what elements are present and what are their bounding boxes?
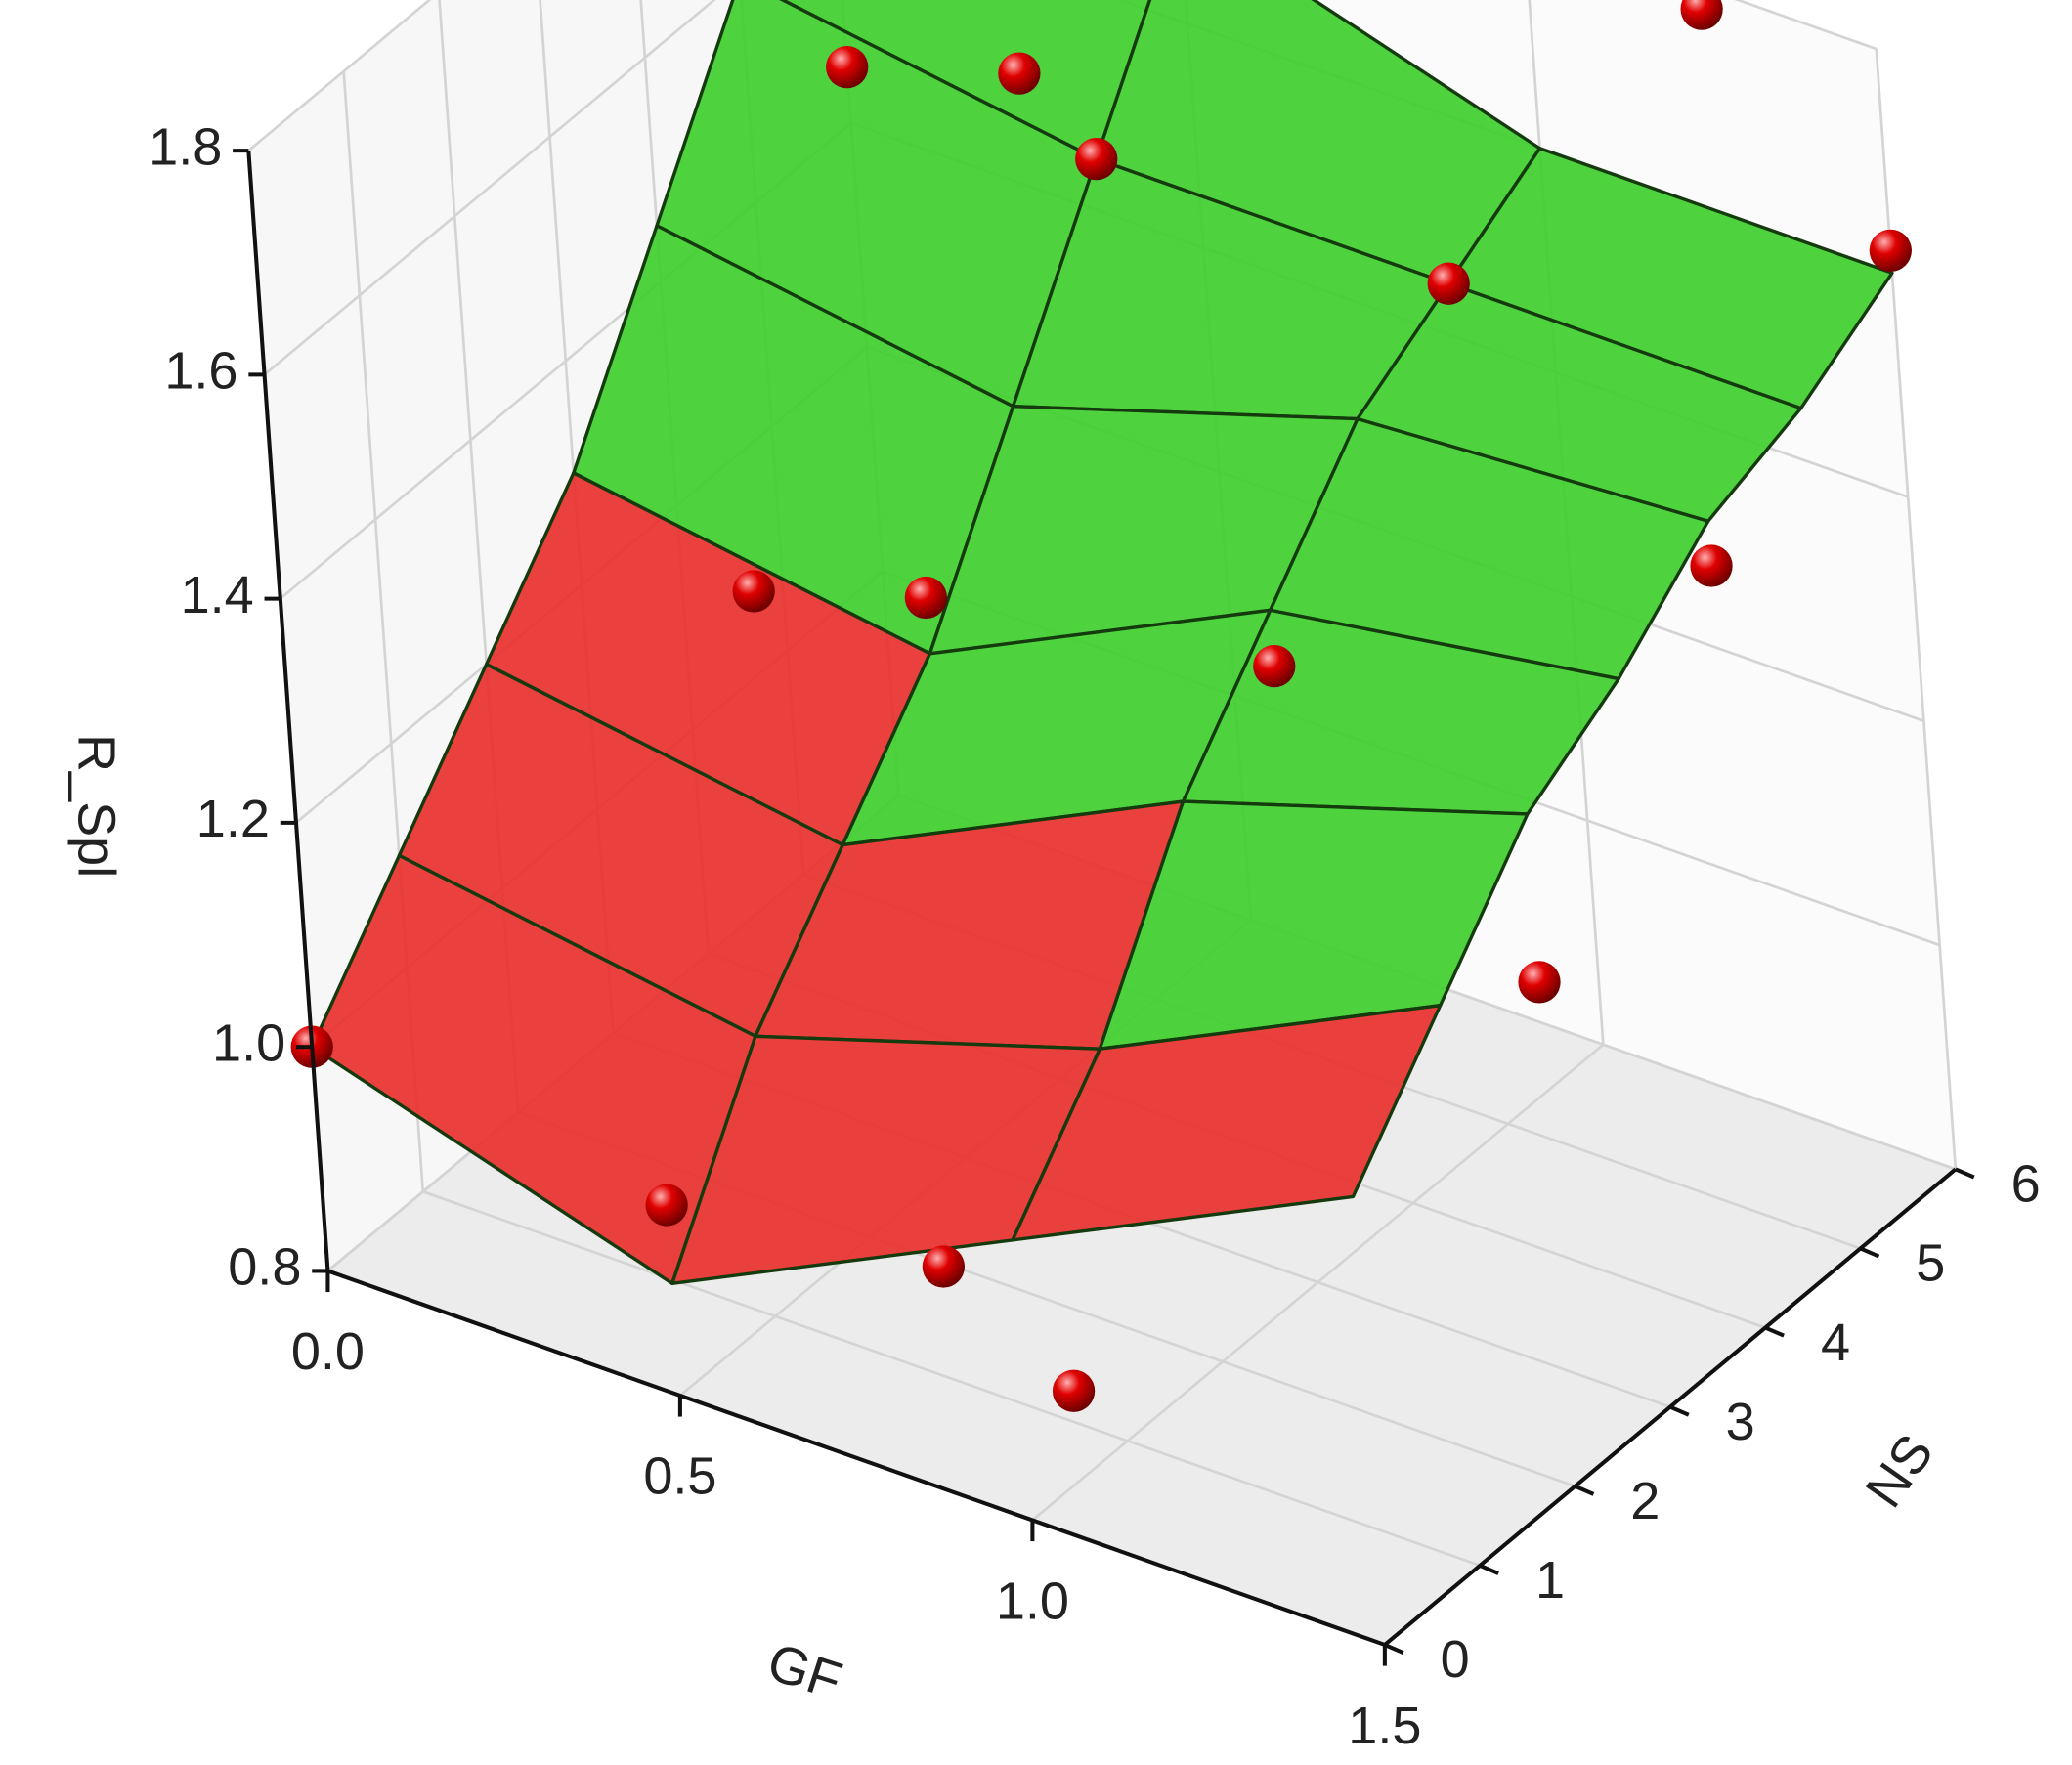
data-point bbox=[732, 570, 775, 613]
x-tick-label: 1.5 bbox=[1348, 1697, 1421, 1755]
data-point bbox=[1427, 262, 1470, 305]
x-axis-title: GF bbox=[760, 1632, 848, 1710]
surface bbox=[310, 0, 1894, 1286]
data-point bbox=[1075, 138, 1118, 181]
y-tick-label: 4 bbox=[1821, 1313, 1850, 1372]
x-tick-label: 0.5 bbox=[643, 1447, 716, 1506]
data-point bbox=[826, 46, 869, 89]
y-tick bbox=[1479, 1564, 1499, 1575]
y-tick-label: 6 bbox=[2011, 1155, 2041, 1214]
x-tick-label: 0.0 bbox=[291, 1322, 365, 1381]
y-tick bbox=[1669, 1404, 1690, 1417]
y-axis-title: NS bbox=[1855, 1424, 1945, 1518]
y-tick-label: 3 bbox=[1726, 1393, 1755, 1451]
points bbox=[290, 0, 1912, 1412]
z-tick-label: 0.8 bbox=[228, 1238, 301, 1297]
y-tick-label: 5 bbox=[1916, 1234, 1945, 1293]
y-tick bbox=[1764, 1325, 1785, 1338]
data-point bbox=[1680, 0, 1723, 30]
z-tick-label: 1.2 bbox=[196, 790, 270, 848]
grid-line bbox=[422, 1190, 1481, 1568]
surface-cell bbox=[1011, 1004, 1443, 1242]
data-point bbox=[998, 52, 1041, 95]
z-tick-label: 1.8 bbox=[149, 117, 222, 176]
z-tick-label: 1.4 bbox=[181, 566, 254, 624]
data-point bbox=[1518, 961, 1561, 1004]
y-tick bbox=[1859, 1246, 1880, 1259]
data-point bbox=[904, 576, 947, 620]
x-tick-label: 1.0 bbox=[996, 1571, 1069, 1630]
z-tick-label: 1.0 bbox=[212, 1013, 285, 1072]
z-axis-title: R_Spl bbox=[67, 734, 126, 878]
y-tick bbox=[1384, 1643, 1404, 1655]
y-tick-label: 1 bbox=[1535, 1551, 1565, 1610]
y-tick bbox=[1574, 1484, 1595, 1496]
data-point bbox=[1052, 1369, 1096, 1412]
axis-line bbox=[326, 1269, 1386, 1647]
y-tick bbox=[1955, 1167, 1975, 1180]
data-point bbox=[922, 1245, 966, 1288]
data-point bbox=[645, 1184, 688, 1227]
axis-line bbox=[246, 150, 330, 1271]
y-tick-label: 0 bbox=[1441, 1630, 1470, 1689]
data-point bbox=[1869, 229, 1912, 272]
y-tick-label: 2 bbox=[1630, 1472, 1660, 1530]
z-tick-label: 1.6 bbox=[164, 342, 237, 401]
data-point bbox=[1253, 645, 1296, 688]
data-point bbox=[1690, 544, 1733, 587]
axes: 0.8 1.0 1.2 1.4 1.6 1.8 0.0 0.5 1.0 1.5 0 1 2 3 4 5 6 R_S… bbox=[67, 117, 2041, 1754]
